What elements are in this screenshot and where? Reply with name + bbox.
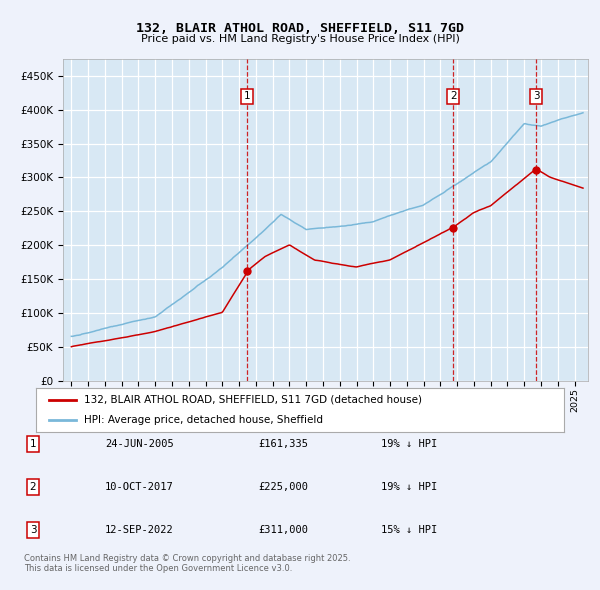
Text: Price paid vs. HM Land Registry's House Price Index (HPI): Price paid vs. HM Land Registry's House … — [140, 34, 460, 44]
Text: £161,335: £161,335 — [258, 439, 308, 448]
Text: 3: 3 — [29, 525, 37, 535]
Text: 12-SEP-2022: 12-SEP-2022 — [105, 525, 174, 535]
Text: 132, BLAIR ATHOL ROAD, SHEFFIELD, S11 7GD (detached house): 132, BLAIR ATHOL ROAD, SHEFFIELD, S11 7G… — [83, 395, 422, 405]
Text: 1: 1 — [244, 91, 250, 101]
Text: 19% ↓ HPI: 19% ↓ HPI — [381, 482, 437, 491]
Text: 3: 3 — [533, 91, 539, 101]
Text: 24-JUN-2005: 24-JUN-2005 — [105, 439, 174, 448]
Text: 2: 2 — [29, 482, 37, 491]
Text: HPI: Average price, detached house, Sheffield: HPI: Average price, detached house, Shef… — [83, 415, 323, 425]
Text: 10-OCT-2017: 10-OCT-2017 — [105, 482, 174, 491]
Text: 1: 1 — [29, 439, 37, 448]
Text: 15% ↓ HPI: 15% ↓ HPI — [381, 525, 437, 535]
Text: Contains HM Land Registry data © Crown copyright and database right 2025.
This d: Contains HM Land Registry data © Crown c… — [24, 554, 350, 573]
Text: £225,000: £225,000 — [258, 482, 308, 491]
Text: 2: 2 — [450, 91, 457, 101]
Text: £311,000: £311,000 — [258, 525, 308, 535]
Text: 19% ↓ HPI: 19% ↓ HPI — [381, 439, 437, 448]
Text: 132, BLAIR ATHOL ROAD, SHEFFIELD, S11 7GD: 132, BLAIR ATHOL ROAD, SHEFFIELD, S11 7G… — [136, 22, 464, 35]
